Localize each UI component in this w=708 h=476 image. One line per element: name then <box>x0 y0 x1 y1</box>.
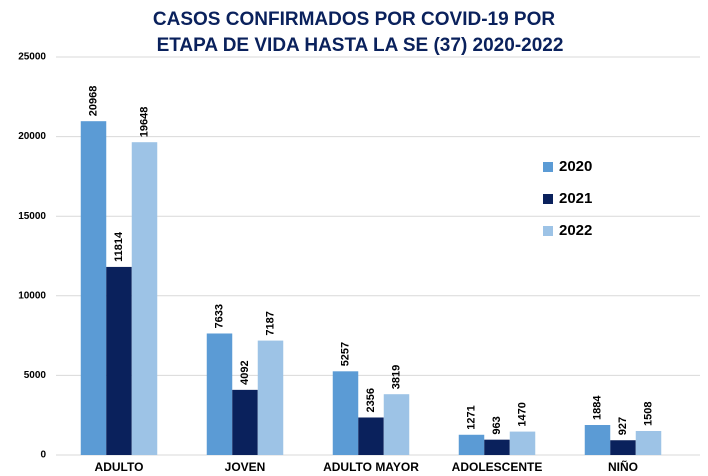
data-label: 1508 <box>642 402 654 426</box>
chart-title: ETAPA DE VIDA HASTA LA SE (37) 2020-2022 <box>157 35 564 56</box>
data-label: 11814 <box>113 231 125 262</box>
y-tick-label: 10000 <box>18 290 46 301</box>
x-tick-label: ADULTO MAYOR <box>323 460 419 474</box>
bar <box>206 333 233 455</box>
data-label: 19648 <box>138 107 150 138</box>
y-tick-label: 0 <box>40 450 46 461</box>
x-tick-label: ADOLESCENTE <box>452 460 543 474</box>
y-tick-label: 15000 <box>18 211 46 222</box>
x-tick-label: JOVEN <box>225 460 266 474</box>
chart-title: CASOS CONFIRMADOS POR COVID-19 POR <box>153 9 555 30</box>
bar <box>131 142 158 455</box>
bar <box>257 340 284 455</box>
data-label: 1470 <box>516 402 528 426</box>
data-label: 5257 <box>339 342 351 366</box>
data-label: 963 <box>491 416 503 434</box>
legend-label: 2022 <box>559 222 592 239</box>
data-label: 4092 <box>239 360 251 384</box>
bar <box>383 394 410 455</box>
legend-swatch <box>543 194 553 204</box>
data-label: 1884 <box>591 395 603 420</box>
y-tick-label: 5000 <box>24 370 47 381</box>
data-label: 3819 <box>390 365 402 389</box>
y-tick-label: 20000 <box>18 131 46 142</box>
bar <box>358 417 384 455</box>
y-tick-label: 25000 <box>18 52 46 63</box>
bar <box>584 425 611 455</box>
bar <box>458 434 485 455</box>
legend-swatch <box>543 226 553 236</box>
bar <box>484 439 510 455</box>
bar <box>635 430 662 455</box>
bar <box>610 440 636 455</box>
x-tick-label: NIÑO <box>608 459 638 474</box>
bar <box>509 431 536 455</box>
legend-swatch <box>543 162 553 172</box>
bar <box>232 389 258 455</box>
data-label: 927 <box>617 417 629 435</box>
data-label: 1271 <box>465 405 477 429</box>
legend-label: 2021 <box>559 190 592 207</box>
bar <box>80 121 107 455</box>
legend-label: 2020 <box>559 158 592 175</box>
bar <box>332 371 359 455</box>
data-label: 7633 <box>213 304 225 328</box>
x-tick-label: ADULTO <box>95 460 144 474</box>
data-label: 20968 <box>87 86 99 117</box>
bar <box>106 266 132 455</box>
data-label: 2356 <box>365 388 377 412</box>
data-label: 7187 <box>264 311 276 335</box>
